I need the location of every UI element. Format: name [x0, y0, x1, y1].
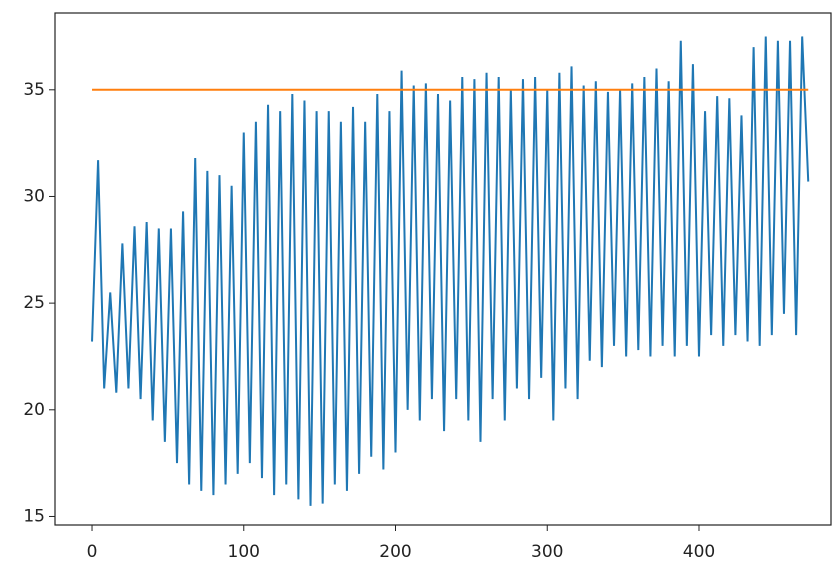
x-tick-label: 300	[531, 542, 563, 562]
y-tick-label: 20	[23, 400, 45, 420]
y-tick-label: 30	[23, 186, 45, 206]
y-tick-label: 25	[23, 293, 45, 313]
y-tick-label: 35	[23, 80, 45, 100]
x-tick-label: 100	[228, 542, 260, 562]
x-tick-label: 400	[683, 542, 715, 562]
x-tick-label: 200	[379, 542, 411, 562]
x-tick-label: 0	[87, 542, 98, 562]
y-tick-label: 15	[23, 506, 45, 526]
line-series	[91, 36, 810, 506]
